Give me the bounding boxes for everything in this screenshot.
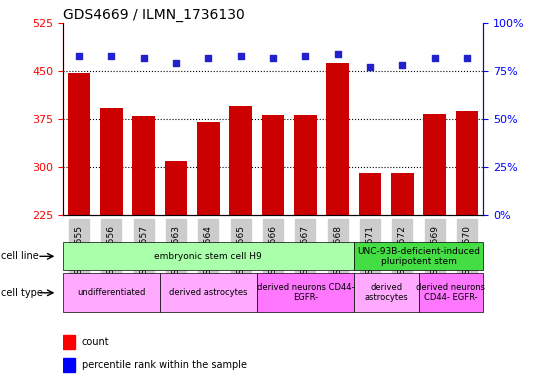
Text: derived astrocytes: derived astrocytes <box>169 288 247 297</box>
Text: cell type: cell type <box>1 288 43 298</box>
Point <box>430 55 439 61</box>
Point <box>398 62 407 68</box>
Point <box>139 55 148 61</box>
Text: GDS4669 / ILMN_1736130: GDS4669 / ILMN_1736130 <box>63 8 245 22</box>
Bar <box>423 114 446 359</box>
Point <box>75 53 84 59</box>
Bar <box>294 115 317 359</box>
Text: undifferentiated: undifferentiated <box>77 288 145 297</box>
Bar <box>63 335 75 349</box>
Text: count: count <box>82 337 109 347</box>
Text: cell line: cell line <box>1 251 39 262</box>
Text: derived neurons
CD44- EGFR-: derived neurons CD44- EGFR- <box>417 283 485 303</box>
Point <box>462 55 471 61</box>
Bar <box>160 273 257 312</box>
Point <box>301 53 310 59</box>
Bar <box>100 108 123 359</box>
Point <box>366 64 375 70</box>
Bar <box>197 122 219 359</box>
Text: derived
astrocytes: derived astrocytes <box>364 283 408 303</box>
Bar <box>262 114 284 359</box>
Point <box>236 53 245 59</box>
Point <box>107 53 116 59</box>
Text: percentile rank within the sample: percentile rank within the sample <box>82 360 247 370</box>
Bar <box>391 173 414 359</box>
Bar <box>165 161 187 359</box>
Bar <box>132 116 155 359</box>
Bar <box>354 243 483 270</box>
Bar <box>419 273 483 312</box>
Bar <box>63 243 354 270</box>
Bar <box>229 106 252 359</box>
Point <box>204 55 213 61</box>
Bar <box>63 358 75 372</box>
Bar <box>68 73 90 359</box>
Bar <box>359 174 381 359</box>
Bar <box>63 273 160 312</box>
Text: derived neurons CD44-
EGFR-: derived neurons CD44- EGFR- <box>257 283 354 303</box>
Point <box>269 55 277 61</box>
Text: UNC-93B-deficient-induced
pluripotent stem: UNC-93B-deficient-induced pluripotent st… <box>357 247 480 266</box>
Bar <box>354 273 419 312</box>
Bar <box>327 63 349 359</box>
Bar <box>257 273 354 312</box>
Text: embryonic stem cell H9: embryonic stem cell H9 <box>155 252 262 261</box>
Bar <box>456 111 478 359</box>
Point <box>333 51 342 57</box>
Point <box>171 60 180 66</box>
